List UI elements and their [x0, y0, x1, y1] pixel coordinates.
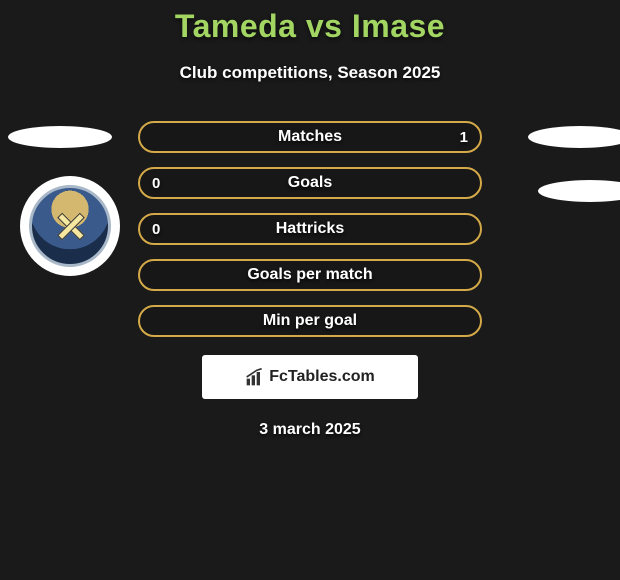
watermark-text: FcTables.com: [269, 368, 375, 386]
stat-row-matches: Matches 1: [138, 121, 482, 153]
page-title: Tameda vs Imase: [0, 8, 620, 45]
badge-cross-icon: [55, 211, 85, 241]
stat-label: Hattricks: [276, 220, 344, 238]
watermark-box: FcTables.com: [202, 355, 418, 399]
stat-row-min-per-goal: Min per goal: [138, 305, 482, 337]
bar-chart-icon: [245, 367, 265, 387]
date-label: 3 march 2025: [0, 421, 620, 439]
club-badge-left: [20, 176, 120, 276]
club-badge-graphic: [29, 185, 111, 267]
stat-row-goals: 0 Goals: [138, 167, 482, 199]
stat-left-value: 0: [152, 221, 160, 238]
stat-row-goals-per-match: Goals per match: [138, 259, 482, 291]
stat-row-hattricks: 0 Hattricks: [138, 213, 482, 245]
stat-label: Goals per match: [247, 266, 372, 284]
subtitle: Club competitions, Season 2025: [0, 63, 620, 83]
stat-label: Min per goal: [263, 312, 357, 330]
comparison-widget: Tameda vs Imase Club competitions, Seaso…: [0, 0, 620, 439]
stat-label: Goals: [288, 174, 332, 192]
stat-right-value: 1: [460, 129, 468, 146]
stat-left-value: 0: [152, 175, 160, 192]
decor-ellipse-top-left: [8, 126, 112, 148]
stat-label: Matches: [278, 128, 342, 146]
